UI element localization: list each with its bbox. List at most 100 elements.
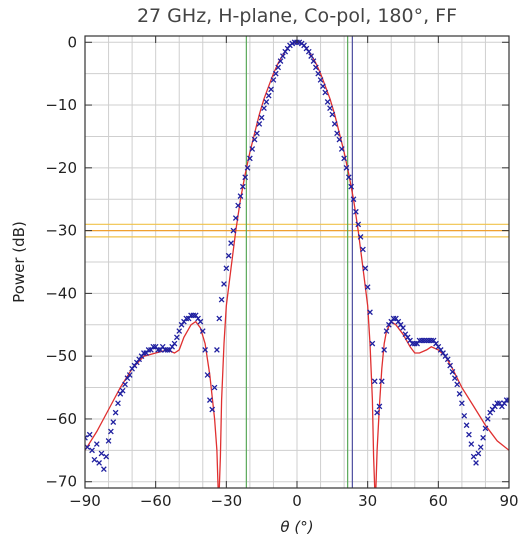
measured-point — [280, 53, 286, 59]
measured-point — [275, 64, 282, 71]
measured-point — [206, 397, 213, 403]
measured-point — [256, 121, 263, 127]
axis-ticks: −90 −60 −30 0 30 60 90 0 −10 −20 −30 −40 −50 −60 −70 — [45, 33, 518, 510]
measured-point — [239, 183, 246, 190]
measured-point — [221, 281, 227, 287]
measured-point — [242, 174, 249, 181]
measured-point — [100, 466, 107, 473]
measured-point — [86, 431, 93, 438]
measured-point — [263, 99, 270, 105]
measured-point — [218, 296, 225, 303]
x-tick-label: 60 — [429, 492, 448, 510]
measured-point — [456, 390, 463, 397]
measured-point — [475, 450, 482, 457]
measured-point — [265, 92, 272, 99]
measured-point — [506, 397, 509, 403]
measured-point — [225, 252, 232, 259]
measured-point — [110, 419, 117, 425]
measured-point — [374, 409, 380, 416]
x-tick-label: −60 — [140, 492, 172, 510]
measured-point — [126, 372, 133, 378]
measured-point — [122, 381, 128, 388]
measured-point — [360, 246, 366, 253]
measured-point — [463, 422, 470, 429]
y-tick-label: −30 — [45, 222, 77, 240]
measured-point — [348, 183, 355, 190]
measured-point — [254, 130, 260, 137]
measured-point — [312, 64, 319, 71]
measured-point — [249, 146, 256, 152]
measured-point — [329, 111, 336, 118]
measured-point — [230, 227, 237, 234]
measured-point — [444, 356, 451, 363]
measured-point — [112, 409, 119, 416]
x-tick-label: −90 — [69, 492, 101, 510]
measured-point — [378, 378, 385, 385]
y-tick-label: −70 — [45, 473, 77, 491]
measured-point — [197, 318, 204, 325]
measured-point — [315, 70, 322, 77]
measured-point — [268, 86, 274, 93]
measured-point — [400, 325, 406, 331]
measured-point — [272, 70, 279, 77]
measured-point — [383, 328, 390, 334]
measured-point — [232, 215, 239, 221]
measured-point — [119, 387, 126, 394]
measured-point — [447, 362, 453, 369]
x-axis-label: θ (°) — [280, 518, 313, 536]
measured-point — [461, 412, 468, 419]
measured-point — [270, 77, 277, 83]
measured-point — [211, 384, 218, 391]
measured-point — [334, 130, 340, 137]
measured-point — [470, 453, 477, 460]
measured-point — [320, 83, 326, 90]
measured-point — [484, 416, 491, 422]
measured-point — [308, 53, 314, 59]
measured-point — [93, 441, 100, 447]
measured-point — [171, 340, 178, 347]
measured-point — [454, 381, 461, 388]
y-tick-label: −40 — [45, 284, 77, 302]
measured-point — [336, 136, 343, 143]
measured-point — [468, 441, 475, 447]
measured-point — [324, 99, 331, 105]
y-tick-label: −20 — [45, 159, 77, 177]
measured-point — [466, 431, 472, 438]
y-axis-label: Power (dB) — [10, 221, 28, 303]
measured-point — [85, 444, 91, 451]
measured-point — [322, 89, 329, 96]
measured-point — [261, 105, 267, 112]
measured-point — [228, 240, 234, 247]
chart-title: 27 GHz, H-plane, Co-pol, 180°, FF — [137, 5, 457, 27]
measured-point — [176, 328, 183, 334]
measured-point — [96, 460, 102, 466]
measured-point — [473, 460, 479, 466]
measured-point — [105, 438, 112, 444]
y-tick-label: −50 — [45, 347, 77, 365]
measured-point — [317, 77, 324, 83]
x-tick-label: −30 — [211, 492, 243, 510]
measured-point — [477, 444, 484, 451]
measured-point — [216, 315, 223, 322]
measured-point — [204, 372, 211, 378]
measured-point — [371, 378, 378, 385]
measured-point — [367, 309, 373, 316]
measured-point — [305, 48, 312, 55]
measured-point — [343, 164, 350, 171]
measured-point — [364, 284, 371, 290]
measured-point — [381, 347, 388, 353]
measured-point — [482, 425, 489, 432]
y-tick-label: 0 — [67, 33, 77, 51]
measured-point — [357, 234, 364, 240]
measured-point — [108, 428, 114, 435]
measured-point — [237, 193, 244, 199]
measured-point — [174, 334, 180, 341]
measured-point — [459, 400, 465, 407]
measured-point — [223, 265, 230, 272]
measured-point — [341, 155, 347, 162]
gridlines — [84, 36, 510, 488]
measured-point — [451, 375, 458, 381]
measured-point — [103, 453, 110, 460]
x-tick-label: 30 — [358, 492, 377, 510]
